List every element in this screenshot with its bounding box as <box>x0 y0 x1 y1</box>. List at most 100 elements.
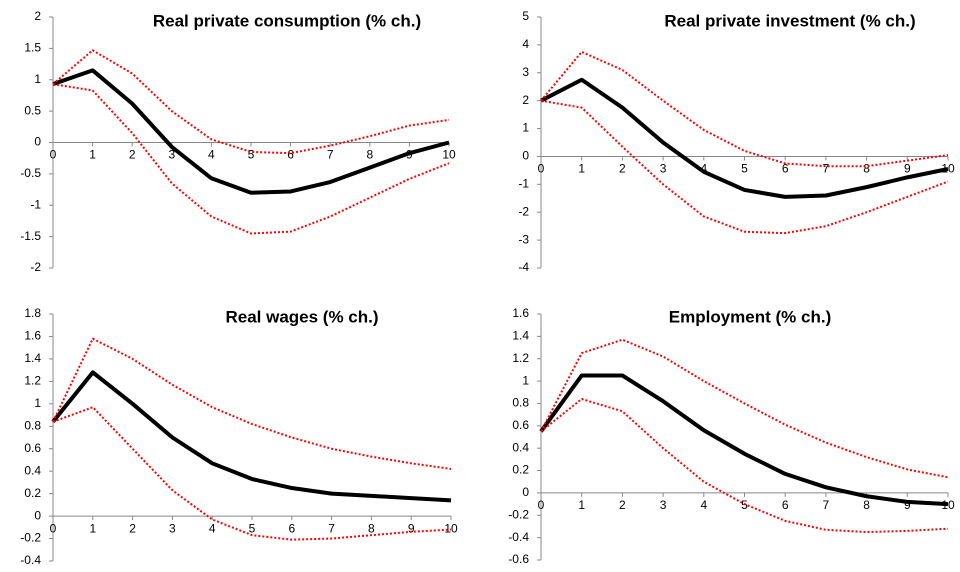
y-tick-label: -0.2 <box>508 507 529 521</box>
x-tick-label: 4 <box>208 148 215 162</box>
y-tick-label: 0.8 <box>24 418 41 432</box>
y-tick-label: -0.6 <box>508 552 529 566</box>
y-tick-label: -0.5 <box>20 166 41 180</box>
y-tick-label: -1 <box>518 177 529 191</box>
x-tick-label: 9 <box>904 162 911 176</box>
x-tick-label: 10 <box>941 162 955 176</box>
y-tick-label: 0.5 <box>24 103 41 117</box>
y-tick-label: 0.2 <box>24 486 41 500</box>
x-tick-label: 1 <box>89 148 96 162</box>
y-tick-label: 5 <box>522 9 529 23</box>
x-tick-label: 10 <box>442 148 456 162</box>
x-tick-label: 1 <box>578 498 585 512</box>
y-tick-label: 1.6 <box>512 306 529 320</box>
band-line <box>52 49 450 155</box>
x-tick-label: 2 <box>619 162 626 176</box>
y-tick-label: 1.5 <box>24 41 41 55</box>
y-tick-label: 0 <box>522 149 529 163</box>
x-tick-label: 6 <box>288 521 295 535</box>
x-tick-label: 7 <box>328 521 335 535</box>
x-tick-label: 2 <box>619 498 626 512</box>
y-tick-label: 0.4 <box>512 440 529 454</box>
y-tick-label: 2 <box>34 9 41 23</box>
x-tick-label: 10 <box>444 521 458 535</box>
x-tick-label: 4 <box>700 498 707 512</box>
x-tick-label: 2 <box>129 521 136 535</box>
band-line <box>540 99 949 235</box>
y-tick-label: 1.4 <box>24 351 41 365</box>
y-tick-label: -0.4 <box>508 530 529 544</box>
x-tick-label: 8 <box>368 521 375 535</box>
y-tick-label: -3 <box>518 232 529 246</box>
y-tick-label: -0.2 <box>20 531 41 545</box>
x-tick-label: 3 <box>660 162 667 176</box>
y-tick-label: -1.5 <box>20 229 41 243</box>
x-tick-label: 5 <box>249 521 256 535</box>
x-tick-label: 1 <box>89 521 96 535</box>
x-tick-label: 3 <box>169 521 176 535</box>
response-line <box>540 77 949 199</box>
x-tick-label: 1 <box>578 162 585 176</box>
y-tick-label: 1.2 <box>512 351 529 365</box>
y-tick-label: 1.8 <box>24 306 41 320</box>
x-tick-label: 4 <box>700 162 707 176</box>
y-tick-label: 0.6 <box>512 418 529 432</box>
x-tick-label: 8 <box>863 498 870 512</box>
chart-title: Real private investment (% ch.) <box>664 11 915 30</box>
y-tick-label: 0 <box>34 135 41 149</box>
x-tick-label: 4 <box>209 521 216 535</box>
x-tick-label: 0 <box>538 162 545 176</box>
response-line <box>539 373 949 507</box>
y-tick-label: -4 <box>518 260 529 274</box>
x-tick-label: 7 <box>823 162 830 176</box>
y-tick-label: 1 <box>522 373 529 387</box>
x-tick-label: 7 <box>823 498 830 512</box>
band-line <box>540 50 949 168</box>
x-tick-label: 7 <box>327 148 334 162</box>
chart-title: Employment (% ch.) <box>669 307 831 326</box>
y-tick-label: 0.2 <box>512 463 529 477</box>
band-line <box>540 338 949 479</box>
response-line <box>51 370 452 503</box>
x-tick-label: 3 <box>660 498 667 512</box>
y-tick-label: 0.4 <box>24 463 41 477</box>
y-tick-label: -1 <box>30 197 41 211</box>
y-tick-label: 1 <box>34 72 41 86</box>
y-tick-label: 1.2 <box>24 374 41 388</box>
response-line <box>52 68 450 195</box>
y-tick-label: 1.4 <box>512 329 529 343</box>
x-tick-label: 0 <box>50 521 57 535</box>
x-tick-label: 3 <box>168 148 175 162</box>
x-tick-label: 0 <box>538 498 545 512</box>
band-line <box>52 406 452 541</box>
chart-title: Real wages (% ch.) <box>225 307 378 326</box>
x-tick-label: 10 <box>941 498 955 512</box>
x-tick-label: 6 <box>782 498 789 512</box>
y-tick-label: 1 <box>522 121 529 135</box>
y-tick-label: 2 <box>522 93 529 107</box>
y-tick-label: 0 <box>34 508 41 522</box>
x-tick-label: 0 <box>50 148 57 162</box>
y-tick-label: 0.6 <box>24 441 41 455</box>
y-tick-label: 1.6 <box>24 329 41 343</box>
chart-title: Real private consumption (% ch.) <box>153 11 421 30</box>
y-tick-label: 1 <box>34 396 41 410</box>
x-tick-label: 5 <box>248 148 255 162</box>
y-tick-label: -2 <box>30 260 41 274</box>
x-tick-label: 6 <box>287 148 294 162</box>
y-tick-label: 0.8 <box>512 396 529 410</box>
y-tick-label: 4 <box>522 37 529 51</box>
band-line <box>52 83 450 235</box>
y-tick-label: -0.4 <box>20 553 41 567</box>
x-tick-label: 9 <box>904 498 911 512</box>
x-tick-label: 5 <box>741 162 748 176</box>
x-tick-label: 6 <box>782 162 789 176</box>
x-tick-label: 9 <box>408 521 415 535</box>
y-tick-label: 0 <box>522 485 529 499</box>
band-line <box>540 397 949 534</box>
band-line <box>52 337 452 470</box>
y-tick-label: -2 <box>518 204 529 218</box>
x-tick-label: 8 <box>863 162 870 176</box>
x-tick-label: 2 <box>129 148 136 162</box>
